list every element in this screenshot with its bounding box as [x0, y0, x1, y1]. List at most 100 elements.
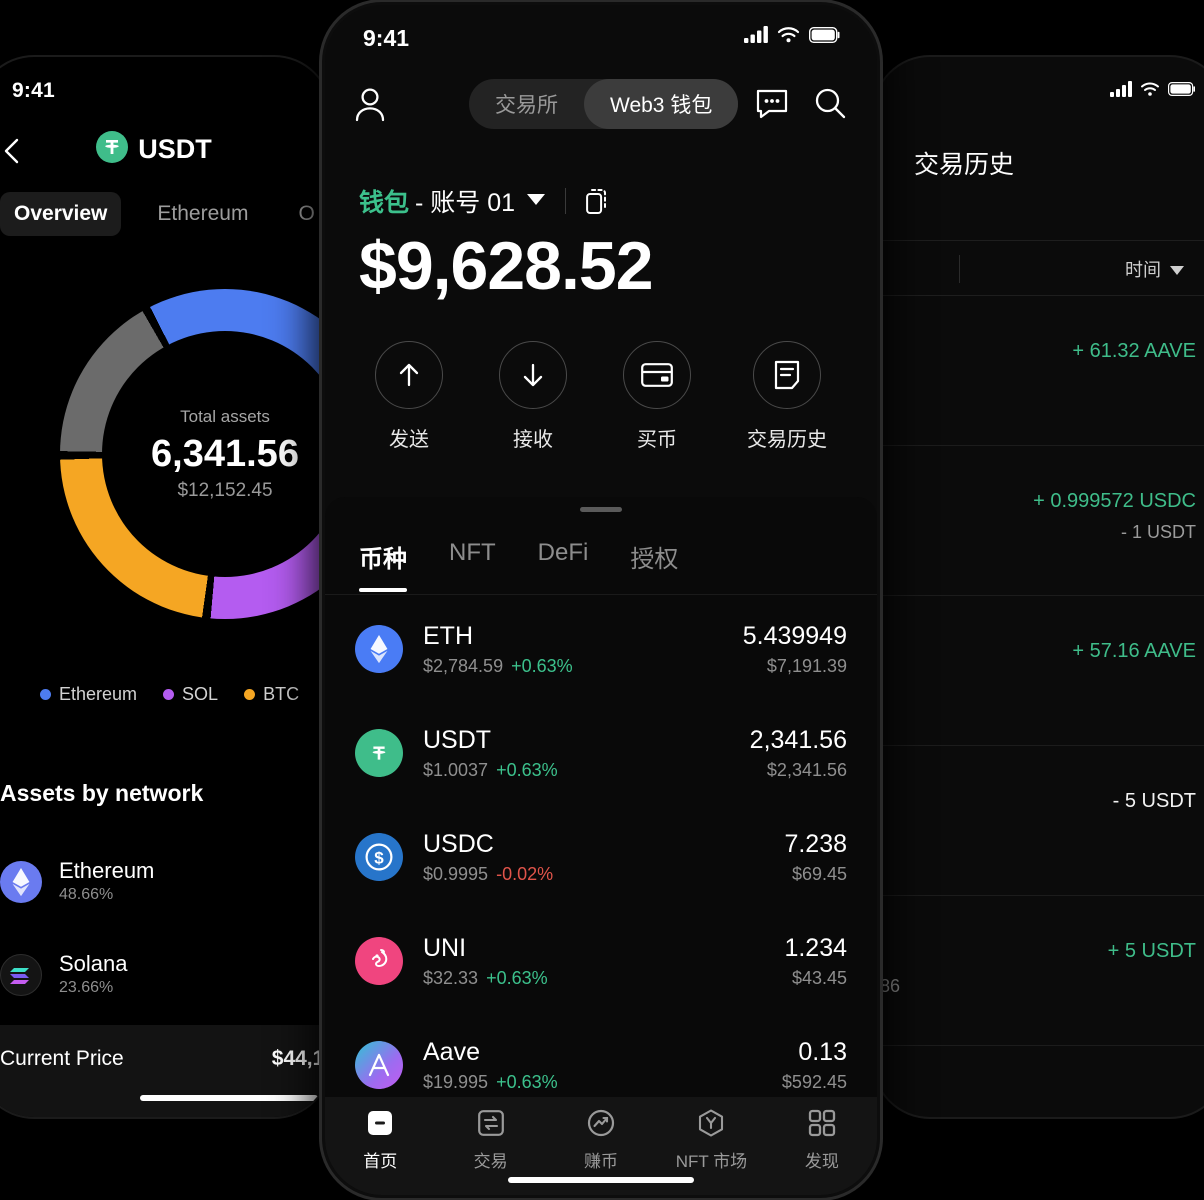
donut-center-value: 6,341.56	[151, 432, 299, 475]
center-status-icons	[744, 26, 841, 48]
tab-tokens[interactable]: 币种	[343, 533, 423, 592]
donut-center-sub: $12,152.45	[177, 479, 273, 501]
action-label-history: 交易历史	[747, 429, 827, 451]
solana-icon	[0, 953, 42, 996]
table-row[interactable]: + 5 USDT ba86	[874, 896, 1204, 1046]
tether-icon	[355, 729, 403, 777]
tab-label-trade: 交易	[473, 1152, 508, 1171]
list-item[interactable]: $ USDC $0.9995 -0.02% 7.238 $69.45	[325, 805, 877, 909]
chevron-left-icon[interactable]	[0, 135, 26, 167]
sheet-grabber[interactable]	[580, 507, 622, 512]
tx-amount: + 61.32 AAVE	[1072, 340, 1196, 362]
donut-legend: Ethereum SOL BTC	[40, 684, 299, 705]
tab-nft-market[interactable]: NFT 市场	[656, 1107, 766, 1172]
token-price-row: $1.0037 +0.63%	[423, 760, 750, 781]
left-status-time: 9:41	[12, 79, 55, 102]
token-price: $19.995	[423, 1072, 489, 1092]
token-price: $2,784.59	[423, 656, 504, 676]
token-value: $7,191.39	[766, 656, 847, 676]
assets-by-network-title: Assets by network	[0, 780, 204, 806]
token-value: $43.45	[791, 968, 847, 988]
transaction-history-title: 交易历史	[914, 151, 1015, 179]
action-send[interactable]: 发送	[375, 341, 443, 452]
token-price-row: $0.9995 -0.02%	[423, 864, 784, 885]
list-item[interactable]: USDT $1.0037 +0.63% 2,341.56 $2,341.56	[325, 701, 877, 805]
person-icon[interactable]	[353, 86, 387, 122]
wifi-icon	[1140, 81, 1160, 102]
arrow-up-icon	[375, 341, 443, 409]
left-bottom-price-bar: Current Price $44,12	[0, 1025, 330, 1117]
ethereum-icon	[355, 625, 403, 673]
tab-trade[interactable]: 交易	[435, 1107, 545, 1172]
token-price: $32.33	[423, 968, 479, 988]
search-icon[interactable]	[813, 86, 847, 120]
tab-nft[interactable]: NFT	[449, 539, 496, 566]
list-item[interactable]: Aave $19.995 +0.63% 0.13 $592.45	[325, 1013, 877, 1097]
tab-earn[interactable]: 赚币	[546, 1107, 656, 1172]
tx-subamount: - 1 USDT	[1120, 522, 1196, 542]
token-value: $69.45	[791, 864, 847, 884]
legend-item-sol: SOL	[163, 684, 218, 705]
left-coin-name: USDT	[138, 134, 212, 164]
left-tab-ethereum[interactable]: Ethereum	[157, 202, 249, 225]
network-row-ethereum[interactable]: Ethereum 48.66%	[0, 835, 330, 928]
home-icon	[364, 1107, 396, 1139]
assets-sheet: 币种 NFT DeFi 授权 ETH $2,784.59 +0.63%	[325, 497, 877, 1195]
list-item[interactable]: UNI $32.33 +0.63% 1.234 $43.45	[325, 909, 877, 1013]
donut-center: Total assets 6,341.56 $12,152.45	[102, 331, 330, 577]
token-price-row: $32.33 +0.63%	[423, 968, 784, 989]
wallet-divider	[565, 188, 567, 214]
tab-discover[interactable]: 发现	[767, 1107, 877, 1172]
tab-label-discover: 发现	[804, 1152, 839, 1171]
network-name-ethereum: Ethereum	[59, 857, 155, 883]
quick-actions: 发送 接收 买币 交易	[325, 341, 877, 452]
chat-bubble-icon[interactable]	[755, 87, 789, 119]
action-receive[interactable]: 接收	[499, 341, 567, 452]
left-tab-other[interactable]: O	[298, 202, 315, 225]
token-symbol: UNI	[423, 934, 467, 962]
aave-icon	[355, 1041, 403, 1089]
chevron-down-icon[interactable]	[527, 192, 546, 210]
table-row[interactable]: + 57.16 AAVE	[874, 596, 1204, 746]
copy-icon[interactable]	[586, 188, 608, 214]
network-row-solana[interactable]: Solana 23.66%	[0, 928, 330, 1021]
center-home-indicator	[508, 1177, 694, 1183]
filter-time[interactable]: 时间	[1125, 256, 1184, 282]
left-phone-usdt-overview: 9:41 USDT Overview Ethereum O	[0, 57, 330, 1117]
right-status-icons	[1110, 81, 1196, 102]
wifi-icon	[777, 26, 800, 48]
legend-item-btc: BTC	[244, 684, 299, 705]
token-quantity: 7.238	[784, 830, 847, 858]
center-status-bar: 9:41	[325, 5, 877, 67]
segment-web3-wallet[interactable]: Web3 钱包	[584, 79, 739, 129]
tab-defi[interactable]: DeFi	[537, 539, 589, 566]
assets-tab-bar: 币种 NFT DeFi 授权	[325, 533, 877, 595]
token-change: +0.63%	[496, 760, 558, 780]
tab-approvals[interactable]: 授权	[630, 546, 679, 573]
legend-label-sol: SOL	[182, 684, 219, 704]
segment-exchange[interactable]: 交易所	[495, 94, 558, 117]
token-quantity: 2,341.56	[749, 726, 847, 754]
tx-amount: + 57.16 AAVE	[1072, 640, 1196, 662]
table-row[interactable]: - 5 USDT 0a	[874, 746, 1204, 896]
action-buy[interactable]: 买币	[623, 341, 691, 452]
action-history[interactable]: 交易历史	[747, 341, 827, 452]
wallet-selector[interactable]: 钱包 - 账号 01	[359, 183, 608, 219]
token-symbol: Aave	[423, 1038, 480, 1066]
tab-label-home: 首页	[363, 1152, 398, 1171]
list-item[interactable]: ETH $2,784.59 +0.63% 5.439949 $7,191.39	[325, 597, 877, 701]
svg-text:$: $	[374, 849, 384, 868]
usdc-icon: $	[355, 833, 403, 881]
left-tab-overview[interactable]: Overview	[0, 192, 122, 236]
token-value: $2,341.56	[766, 760, 847, 780]
center-top-bar: 交易所 Web3 钱包	[325, 77, 877, 133]
table-row[interactable]: + 61.32 AAVE	[874, 296, 1204, 446]
filter-divider	[959, 255, 960, 283]
center-phone-web3-wallet: 9:41 交易所	[322, 2, 880, 1198]
token-change: +0.63%	[511, 656, 573, 676]
token-change: -0.02%	[496, 864, 554, 884]
tab-label-earn: 赚币	[584, 1152, 619, 1171]
table-row[interactable]: + 0.999572 USDC - 1 USDT	[874, 446, 1204, 596]
tab-home[interactable]: 首页	[325, 1107, 435, 1172]
